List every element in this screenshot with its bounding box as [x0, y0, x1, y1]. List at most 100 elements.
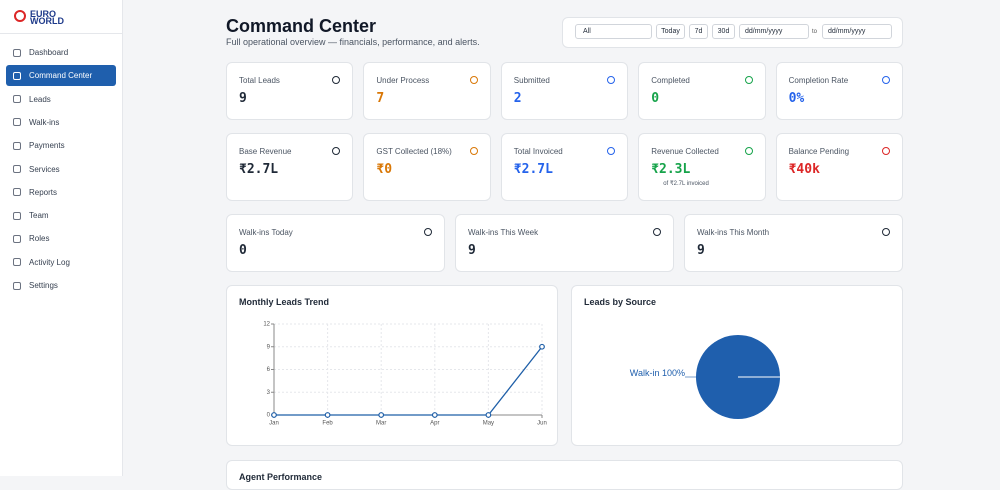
stat-icon — [881, 76, 890, 84]
pie-label: Walk-in 100% — [630, 368, 685, 378]
nav-item[interactable]: Activity Log — [6, 252, 116, 273]
nav-icon — [13, 48, 21, 57]
nav-icon — [13, 141, 21, 150]
stat-icon — [469, 76, 478, 84]
nav-icon — [13, 258, 21, 267]
pie-label-value: 100% — [662, 368, 685, 378]
stat-card: Completed 0 — [638, 62, 766, 120]
filter-button[interactable]: 30d — [712, 24, 735, 39]
x-tick-label: Jun — [537, 421, 547, 427]
point — [539, 343, 545, 350]
stat-value: 0 — [651, 91, 660, 106]
x-tick-label: Feb — [322, 421, 333, 427]
stat-icon — [332, 76, 341, 84]
nav-item[interactable]: Settings — [6, 275, 116, 296]
line-chart: 0 3 6 9 12 Jan Feb Mar Apr May Jun — [263, 322, 547, 427]
stat-label: Revenue Collected — [651, 147, 719, 156]
pie-chart: Walk-in 100% — [630, 335, 780, 419]
date-from[interactable]: dd/mm/yyyy — [739, 24, 809, 39]
stat-icon — [332, 147, 341, 155]
nav-label: Command Center — [29, 71, 93, 81]
nav-item[interactable]: Walk-ins — [6, 112, 116, 133]
stat-icon — [424, 228, 432, 236]
point — [485, 412, 492, 418]
stat-card: Revenue Collected ₹2.3L of ₹2.7L invoiced — [638, 133, 766, 201]
nav-label: Services — [29, 164, 60, 174]
chart-card: Leads by Source Walk-in 100% — [571, 285, 903, 446]
stat-value: 9 — [697, 243, 705, 258]
nav-item[interactable]: Dashboard — [6, 42, 116, 63]
nav-item[interactable]: Roles — [6, 228, 116, 249]
stat-value: 0 — [239, 243, 247, 258]
logo-text: WORLD — [30, 16, 64, 26]
nav-icon — [13, 234, 21, 243]
nav-label: Dashboard — [29, 48, 69, 57]
stat-card: Balance Pending ₹40k — [775, 133, 903, 201]
stat-label: Walk-ins This Week — [468, 228, 539, 237]
stat-value: ₹40k — [788, 162, 820, 177]
nav-label: Leads — [29, 94, 51, 104]
filter-button[interactable]: 7d — [689, 24, 708, 39]
nav-item[interactable]: Leads — [6, 89, 116, 110]
nav-item[interactable]: Command Center — [6, 65, 116, 87]
point — [378, 412, 385, 418]
y-tick-label: 9 — [267, 344, 271, 350]
x-tick-label: Jan — [269, 421, 279, 427]
section-card: Agent Performance — [226, 460, 903, 490]
nav-icon — [13, 211, 21, 220]
stat-icon — [744, 76, 753, 84]
nav-label: Walk-ins — [29, 117, 60, 127]
point — [324, 412, 331, 418]
nav-label: Settings — [29, 281, 58, 290]
stat-label: Balance Pending — [788, 147, 850, 156]
page-title: Command Center — [226, 16, 377, 36]
stat-label: Walk-ins Today — [239, 228, 293, 237]
nav-icon — [13, 95, 21, 104]
nav-item[interactable]: Reports — [6, 182, 116, 203]
section-title: Agent Performance — [239, 472, 323, 482]
stat-card: Base Revenue ₹2.7L — [226, 133, 354, 201]
stat-card: Submitted 2 — [500, 62, 629, 120]
stat-value: 9 — [239, 91, 247, 106]
nav-label: Roles — [29, 234, 50, 244]
divider — [0, 33, 122, 34]
page-subtitle: Full operational overview — financials, … — [226, 37, 480, 47]
nav-icon — [13, 188, 21, 197]
stat-label: Total Leads — [239, 76, 280, 85]
stat-value: ₹2.3L — [651, 162, 691, 177]
stat-card: Total Leads 9 — [226, 62, 354, 120]
nav-item[interactable]: Services — [6, 159, 116, 180]
stat-icon — [607, 147, 616, 155]
nav-item[interactable]: Payments — [6, 135, 116, 156]
chart-title: Monthly Leads Trend — [239, 297, 330, 307]
filter-button[interactable]: Today — [656, 24, 685, 39]
chart-card: Monthly Leads Trend 0 3 6 9 12 Jan Feb Mar Apr Ma… — [226, 285, 558, 446]
source-select[interactable]: All — [575, 24, 652, 39]
stat-value: ₹0 — [376, 162, 393, 177]
y-tick-label: 12 — [263, 322, 270, 328]
stat-icon — [882, 228, 890, 236]
stat-label: Under Process — [376, 76, 430, 85]
stat-label: Walk-ins This Month — [697, 228, 770, 237]
stat-value: 9 — [468, 243, 476, 258]
date-to[interactable]: dd/mm/yyyy — [822, 24, 892, 39]
stat-icon — [607, 76, 616, 84]
nav-label: Activity Log — [29, 257, 70, 267]
stat-icon — [653, 228, 661, 236]
stat-label: Completed — [651, 76, 690, 85]
nav-item[interactable]: Team — [6, 205, 116, 226]
nav-icon — [13, 118, 21, 127]
pie-label-name: Walk-in — [630, 368, 660, 378]
chart-title: Leads by Source — [584, 297, 657, 307]
stat-card: Walk-ins This Month 9 — [684, 214, 903, 272]
line-series — [274, 346, 543, 416]
logo-text: EURO — [30, 9, 57, 19]
filter-bar: All Today 7d 30d dd/mm/yyyy to dd/mm/yyy… — [562, 17, 903, 48]
nav-icon — [13, 281, 21, 290]
stat-label: Completion Rate — [788, 76, 849, 85]
stat-card: Under Process 7 — [363, 62, 491, 120]
x-tick-label: Mar — [376, 421, 386, 427]
point — [431, 412, 438, 418]
stat-value: 0% — [788, 91, 805, 106]
stat-note: of ₹2.7L invoiced — [663, 181, 709, 187]
